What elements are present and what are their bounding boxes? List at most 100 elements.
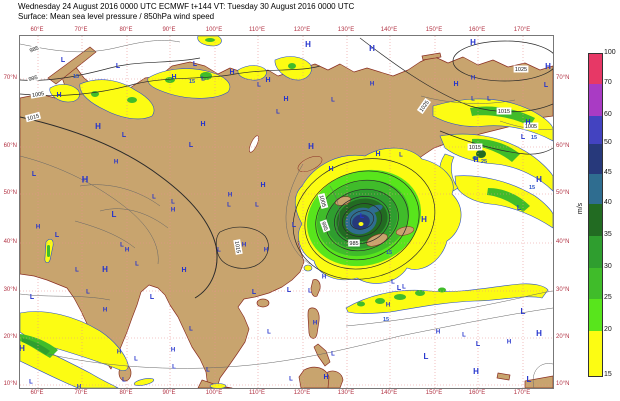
map-svg: 985 995 1005 1015 1015 1005 995 985 1025 1025 1015…	[20, 36, 553, 388]
low-pressure-marker: L	[397, 285, 402, 292]
low-pressure-marker: L	[527, 375, 532, 384]
low-pressure-marker: L	[255, 202, 259, 208]
legend-tick-label: 45	[604, 168, 612, 176]
low-pressure-marker: L	[276, 109, 280, 115]
high-pressure-marker: H	[103, 307, 107, 313]
isobar-value-label: 1015	[498, 109, 510, 115]
legend-color-segment	[589, 116, 602, 144]
wind-contour-labels: 15 15 25 15 15 15 15	[73, 74, 537, 323]
legend-color-segment	[589, 299, 602, 331]
low-pressure-marker: L	[135, 261, 139, 267]
isobar-value-label: 985	[29, 46, 40, 55]
isobar-labels: 985 995 1005 1015 1015 1005 995 985 1025 1025 1015…	[24, 43, 539, 255]
low-pressure-marker: L	[189, 142, 194, 149]
high-pressure-marker: H	[36, 224, 40, 230]
title-block: Wednesday 24 August 2016 0000 UTC ECMWF …	[18, 2, 354, 22]
latitude-label: 30°N	[556, 287, 570, 293]
high-pressure-marker: H	[308, 142, 314, 151]
latitude-label: 70°N	[3, 75, 17, 81]
longitude-label: 140°E	[380, 27, 398, 33]
latitude-label: 60°N	[3, 143, 17, 149]
low-pressure-marker: L	[292, 222, 297, 229]
low-pressure-marker: L	[30, 294, 35, 301]
isobar-value-label: 1015	[233, 241, 241, 254]
isobar-value-label: 1025	[515, 67, 527, 73]
longitude-label: 150°E	[425, 27, 443, 33]
legend-color-segment	[589, 204, 602, 236]
legend-tick-label: 15	[604, 370, 612, 378]
low-pressure-marker: L	[55, 232, 60, 239]
longitude-label: 100°E	[205, 27, 223, 33]
legend-tick-label: 40	[604, 198, 612, 206]
longitude-label: 130°E	[337, 27, 355, 33]
longitude-label: 80°E	[119, 390, 133, 396]
legend-color-segment	[589, 174, 602, 204]
high-pressure-marker: H	[125, 247, 129, 253]
longitude-label: 110°E	[249, 390, 265, 396]
low-pressure-marker: L	[171, 199, 175, 205]
legend-color-segment	[589, 236, 602, 268]
high-pressure-marker: H	[473, 367, 479, 376]
low-pressure-marker: L	[116, 63, 121, 70]
low-pressure-marker: L	[29, 379, 33, 385]
legend-tick-label: 35	[604, 230, 612, 238]
low-pressure-marker: L	[391, 279, 395, 285]
legend-color-segment	[589, 268, 602, 299]
low-pressure-marker: L	[134, 356, 138, 362]
high-pressure-marker: H	[369, 44, 375, 53]
low-pressure-marker: L	[152, 194, 156, 200]
latitude-label: 30°N	[3, 287, 17, 293]
low-pressure-marker: L	[227, 202, 231, 208]
high-pressure-marker: H	[117, 349, 121, 355]
low-pressure-marker: L	[267, 329, 271, 335]
high-pressure-marker: H	[421, 215, 427, 224]
high-pressure-marker: H	[375, 151, 380, 158]
high-pressure-marker: H	[323, 374, 328, 381]
longitude-label: 60°E	[30, 27, 44, 33]
legend-color-segment	[589, 54, 602, 84]
longitude-label: 90°E	[162, 390, 176, 396]
high-pressure-marker: H	[305, 40, 311, 49]
longitude-label: 150°E	[425, 390, 443, 396]
legend-tick-label: 100	[604, 48, 616, 56]
latitude-label: 50°N	[556, 190, 570, 196]
wind-contour-value-label: 15	[73, 74, 79, 80]
isobar-value-label: 1005	[525, 124, 537, 130]
high-pressure-marker: H	[536, 175, 542, 184]
low-pressure-marker: L	[172, 364, 176, 370]
high-pressure-marker: H	[525, 119, 530, 126]
legend-tick-label: 60	[604, 110, 612, 118]
low-pressure-marker: L	[517, 205, 522, 212]
isobar-value-label: 1005	[32, 91, 45, 99]
wind-contour-value-label: 15	[531, 135, 537, 141]
longitude-label: 160°E	[468, 27, 486, 33]
high-pressure-marker: H	[313, 320, 317, 326]
low-pressure-marker: L	[120, 242, 124, 248]
low-pressure-marker: L	[217, 247, 221, 253]
wind-contour-value-label: 15	[529, 185, 535, 191]
wind-contour-value-label: 15	[383, 317, 389, 323]
wind-contour-value-label: 25	[481, 159, 487, 165]
high-pressure-marker: H	[171, 347, 175, 353]
high-pressure-marker: H	[260, 182, 265, 189]
high-pressure-marker: H	[507, 339, 511, 345]
longitude-label: 70°E	[74, 27, 88, 33]
low-pressure-marker: L	[86, 289, 90, 295]
high-pressure-marker: H	[181, 267, 186, 274]
low-pressure-marker: L	[462, 332, 466, 338]
high-pressure-marker: H	[283, 96, 288, 103]
longitude-label: 110°E	[249, 27, 265, 33]
high-pressure-marker: H	[536, 329, 542, 338]
isobar-value-label: 995	[320, 221, 329, 232]
longitude-label: 120°E	[293, 27, 311, 33]
low-pressure-marker: L	[521, 134, 526, 141]
low-pressure-marker: L	[193, 61, 198, 68]
high-pressure-marker: H	[545, 62, 551, 71]
low-pressure-marker: L	[287, 287, 292, 294]
high-pressure-marker: H	[470, 38, 476, 47]
low-pressure-marker: L	[360, 213, 365, 220]
low-pressure-marker: L	[471, 96, 475, 102]
legend-color-segment	[589, 144, 602, 174]
low-pressure-marker: L	[122, 132, 127, 139]
